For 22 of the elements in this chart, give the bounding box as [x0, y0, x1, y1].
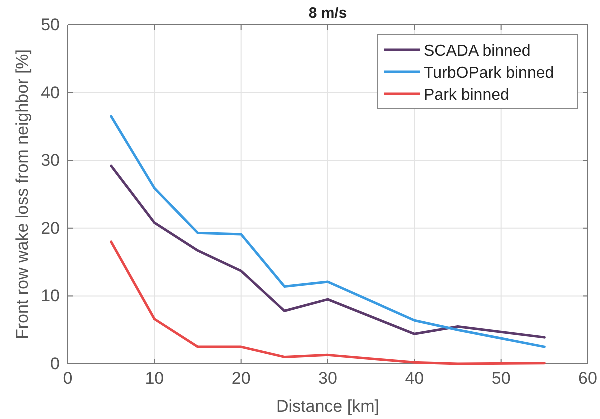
- y-tick-label: 40: [41, 83, 60, 102]
- x-tick-label: 20: [232, 369, 251, 388]
- x-tick-label: 50: [492, 369, 511, 388]
- x-tick-label: 30: [318, 369, 338, 388]
- x-tick-label: 60: [578, 369, 598, 388]
- y-tick-label: 50: [41, 15, 60, 34]
- legend-label: TurbOPark binned: [424, 65, 554, 82]
- y-tick-label: 10: [41, 286, 60, 306]
- x-tick-label: 0: [63, 369, 73, 388]
- line-series: [110, 240, 546, 366]
- x-axis-title: Distance [km]: [276, 397, 380, 416]
- y-tick-label: 20: [41, 218, 60, 238]
- legend-label: Park binned: [424, 87, 510, 104]
- x-tick-label: 10: [145, 369, 164, 388]
- legend-label: SCADA binned: [424, 43, 531, 60]
- y-axis-title: Front row wake loss from neighbor [%]: [13, 49, 32, 340]
- line-series: [110, 115, 546, 348]
- y-tick-label: 0: [50, 354, 60, 374]
- line-series: [110, 164, 546, 339]
- chart-title: 8 m/s: [308, 5, 348, 22]
- y-tick-label: 30: [41, 151, 60, 170]
- x-tick-label: 40: [405, 369, 424, 388]
